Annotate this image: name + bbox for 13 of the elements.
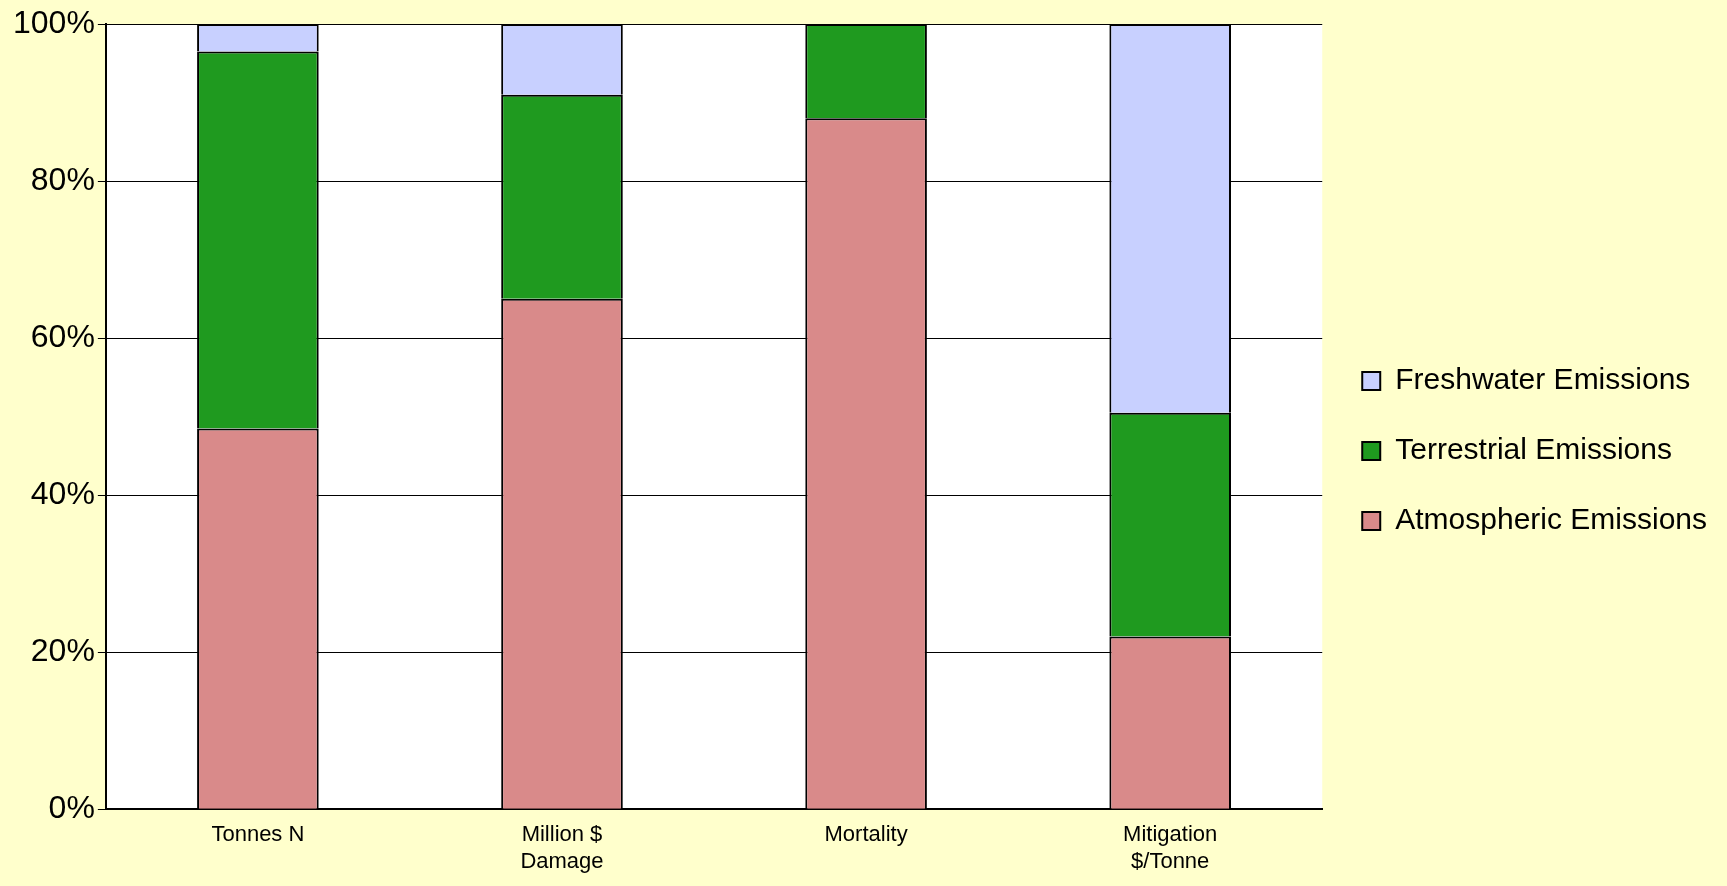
- x-tick-label: Mortality: [824, 821, 908, 847]
- x-tick-label: Mitigation $/Tonne: [1123, 821, 1218, 873]
- legend-label: Freshwater Emissions: [1395, 362, 1691, 396]
- y-tick-label: 60%: [30, 317, 95, 354]
- legend-label: Terrestrial Emissions: [1395, 432, 1672, 466]
- x-tick-label: Tonnes N: [211, 821, 305, 847]
- y-tick-label: 80%: [30, 160, 95, 197]
- y-tick-label: 100%: [13, 3, 95, 40]
- legend-label: Atmospheric Emissions: [1395, 502, 1707, 536]
- y-tick-label: 40%: [30, 474, 95, 511]
- x-tick-label: Million $ Damage: [520, 821, 604, 873]
- y-tick-label: 0%: [48, 789, 95, 826]
- y-tick-label: 20%: [30, 631, 95, 668]
